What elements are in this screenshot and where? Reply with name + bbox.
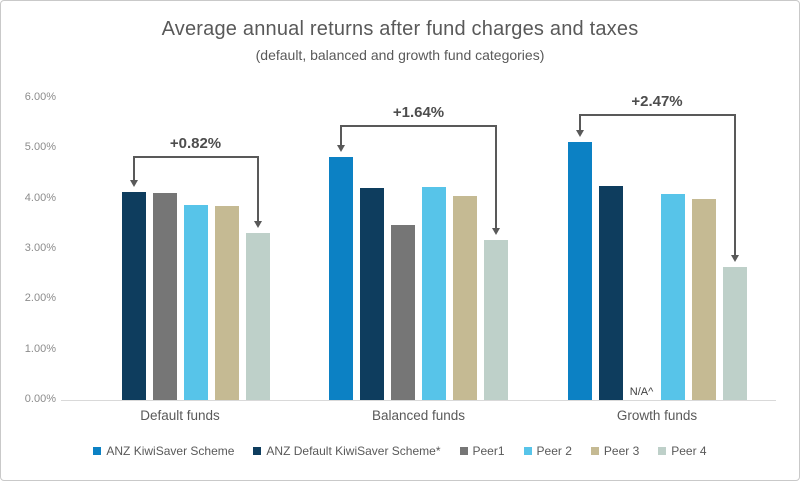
legend-label: Peer 4 bbox=[671, 444, 707, 458]
annotation-delta-label: +0.82% bbox=[169, 135, 222, 152]
legend-item: ANZ KiwiSaver Scheme bbox=[93, 444, 234, 458]
y-axis-tick-label: 0.00% bbox=[24, 393, 56, 405]
chart-title: Average annual returns after fund charge… bbox=[161, 18, 639, 40]
annotation-delta-label: +1.64% bbox=[392, 104, 445, 121]
bar-group-3: N/A^ bbox=[567, 142, 747, 400]
arrowhead-down-icon bbox=[492, 227, 500, 235]
bar bbox=[422, 186, 446, 400]
legend-swatch-icon bbox=[523, 447, 532, 455]
legend-label: Peer 3 bbox=[603, 444, 640, 458]
legend: ANZ KiwiSaver Scheme ANZ Default KiwiSave… bbox=[1, 444, 799, 458]
legend-label: Peer1 bbox=[472, 444, 505, 458]
bar bbox=[214, 206, 239, 400]
bar bbox=[121, 192, 146, 400]
bar bbox=[360, 187, 384, 400]
annotation-bracket-line bbox=[132, 156, 259, 158]
bar bbox=[245, 233, 270, 400]
y-axis-tick-label: 1.00% bbox=[24, 342, 56, 355]
arrowhead-down-icon bbox=[129, 180, 138, 188]
bar bbox=[183, 204, 208, 400]
annotation-left-arrow bbox=[132, 158, 135, 181]
bar-group-1 bbox=[91, 192, 270, 400]
annotation-right-arrow bbox=[495, 127, 497, 228]
bar bbox=[453, 195, 477, 400]
na-value-label: N/A^ bbox=[629, 386, 654, 398]
legend-item: Peer 3 bbox=[590, 444, 640, 458]
annotation-bracket-line bbox=[340, 125, 497, 127]
annotation-delta-label: +2.47% bbox=[631, 93, 683, 110]
annotation-left-arrow bbox=[340, 127, 342, 146]
chart-subtitle: (default, balanced and growth fund categ… bbox=[255, 47, 545, 63]
legend-item: Peer 4 bbox=[658, 444, 707, 458]
annotation-bracket-line bbox=[578, 114, 736, 116]
x-axis-category-label: Balanced funds bbox=[371, 408, 466, 423]
y-axis-tick-label: 2.00% bbox=[24, 292, 56, 305]
legend-item: Peer1 bbox=[459, 444, 505, 458]
bar-group-2 bbox=[329, 157, 508, 400]
y-axis-tick-label: 3.00% bbox=[24, 242, 56, 254]
bar bbox=[722, 266, 747, 400]
legend-item: Peer 2 bbox=[523, 444, 572, 458]
empty-bar-slot: N/A^ bbox=[630, 384, 654, 400]
legend-label: ANZ Default KiwiSaver Scheme* bbox=[266, 444, 441, 458]
annotation-right-arrow bbox=[733, 116, 736, 255]
legend-swatch-icon bbox=[253, 447, 262, 455]
legend-label: ANZ KiwiSaver Scheme bbox=[106, 444, 235, 458]
x-axis-category-label: Default funds bbox=[140, 408, 220, 423]
arrowhead-down-icon bbox=[730, 254, 739, 262]
legend-item: ANZ Default KiwiSaver Scheme* bbox=[253, 444, 441, 458]
legend-swatch-icon bbox=[590, 447, 599, 455]
y-axis-tick-label: 5.00% bbox=[24, 141, 56, 154]
x-axis-category-label: Growth funds bbox=[616, 408, 698, 423]
legend-swatch-icon bbox=[658, 447, 667, 455]
legend-swatch-icon bbox=[459, 447, 468, 455]
bar bbox=[484, 239, 508, 400]
arrowhead-down-icon bbox=[337, 145, 345, 153]
bar bbox=[329, 157, 353, 400]
annotation-right-arrow bbox=[256, 158, 259, 222]
bar bbox=[660, 194, 685, 400]
bar bbox=[691, 199, 716, 400]
bar bbox=[152, 192, 177, 400]
bar bbox=[391, 224, 415, 400]
annotation-left-arrow bbox=[578, 116, 581, 131]
y-axis-tick-label: 4.00% bbox=[24, 191, 56, 204]
bar bbox=[567, 142, 592, 400]
legend-swatch-icon bbox=[93, 447, 102, 455]
bar bbox=[598, 185, 623, 400]
legend-label: Peer 2 bbox=[536, 444, 572, 458]
arrowhead-down-icon bbox=[575, 130, 584, 138]
arrowhead-down-icon bbox=[253, 221, 262, 229]
y-axis-tick-label: 6.00% bbox=[24, 91, 56, 103]
x-axis-line bbox=[61, 400, 776, 401]
